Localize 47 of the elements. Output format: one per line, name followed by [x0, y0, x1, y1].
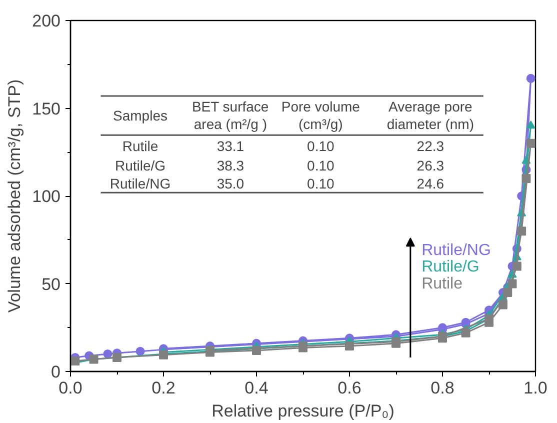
annotation: Samples — [113, 107, 168, 124]
annotation: 35.0 — [216, 175, 244, 192]
annotation: 22.3 — [416, 138, 444, 154]
annotation: 0.10 — [307, 157, 335, 174]
annotation: 26.3 — [416, 157, 444, 174]
annotation: Average pore diameter (nm) — [386, 98, 474, 132]
annotation: BET surface area (m²/g ) — [192, 98, 269, 132]
annotation: Rutile/G — [114, 157, 166, 174]
annotation: Pore volume (cm³/g) — [281, 98, 360, 132]
point — [498, 300, 508, 310]
annotation: 38.3 — [216, 157, 244, 174]
point — [503, 288, 512, 298]
annotation: Rutile — [122, 138, 158, 154]
y-tick-label: 150 — [32, 99, 61, 118]
series-label: Rutile/NG — [422, 242, 491, 259]
point — [517, 226, 526, 236]
point — [345, 342, 354, 351]
point — [526, 138, 536, 148]
x-axis-title: Relative pressure (P/P₀) — [212, 402, 394, 420]
point — [508, 279, 517, 288]
y-tick-label: 200 — [32, 12, 61, 30]
x-tick-label: 0.6 — [338, 378, 362, 398]
y-tick-label: 100 — [32, 187, 61, 206]
annotation: 0.10 — [307, 175, 335, 192]
x-tick-label: 1.0 — [524, 378, 548, 398]
point — [159, 350, 168, 360]
series-label: Rutile/G — [422, 258, 480, 276]
y-tick-label: 0 — [51, 362, 61, 382]
x-tick-label: 0.0 — [58, 378, 82, 398]
x-tick-label: 0.4 — [244, 378, 268, 398]
point — [103, 349, 112, 358]
annotation: 24.6 — [416, 175, 444, 192]
point — [512, 262, 522, 271]
annotation: 33.1 — [216, 138, 244, 154]
point — [461, 328, 470, 338]
x-tick-label: 0.2 — [152, 378, 176, 398]
point — [136, 346, 145, 356]
series-label: Rutile — [422, 275, 463, 292]
x-tick-label: 0.8 — [430, 378, 454, 398]
point — [522, 174, 531, 183]
annotation: Rutile/NG — [110, 175, 171, 192]
annotation: 0.10 — [307, 138, 335, 154]
point — [526, 120, 536, 129]
y-tick-label: 50 — [42, 274, 61, 294]
point — [526, 74, 536, 83]
y-axis-title: Volume adsorbed (cm³/g, STP) — [5, 79, 24, 313]
point — [252, 346, 261, 355]
